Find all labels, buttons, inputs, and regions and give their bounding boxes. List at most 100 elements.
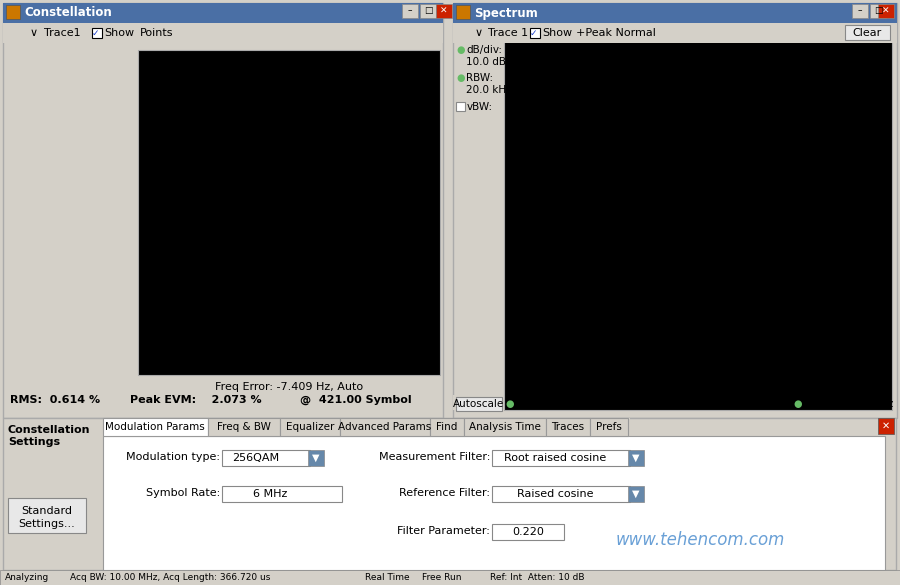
Point xyxy=(175,240,189,250)
Point xyxy=(189,235,203,245)
Point xyxy=(240,326,255,336)
Point xyxy=(405,196,419,205)
Point xyxy=(257,235,272,245)
Text: Filter Parameter:: Filter Parameter: xyxy=(397,526,490,536)
Point xyxy=(392,130,406,139)
Point xyxy=(222,249,237,258)
Point xyxy=(291,201,305,211)
Point xyxy=(205,307,220,316)
Point xyxy=(211,129,225,138)
Point xyxy=(354,307,368,316)
Text: Measurement Filter:: Measurement Filter: xyxy=(379,452,490,462)
Point xyxy=(223,216,238,226)
Point xyxy=(356,126,371,136)
Bar xyxy=(222,486,342,502)
Text: ✕: ✕ xyxy=(882,6,890,15)
Point xyxy=(194,289,208,298)
Point xyxy=(240,235,255,244)
Point xyxy=(376,128,391,137)
Point xyxy=(305,164,320,173)
Point xyxy=(173,88,187,98)
Point xyxy=(340,72,355,81)
Point xyxy=(361,236,375,246)
Point xyxy=(202,323,217,332)
Point xyxy=(278,323,293,332)
Bar xyxy=(103,418,630,436)
Point xyxy=(358,273,373,282)
Point xyxy=(357,106,372,115)
Text: Traces: Traces xyxy=(552,422,585,432)
Text: –: – xyxy=(408,6,412,15)
Point xyxy=(257,144,272,153)
Point xyxy=(409,219,423,229)
Point xyxy=(205,111,220,120)
Point xyxy=(172,290,186,299)
Point xyxy=(391,108,405,117)
Bar xyxy=(453,23,897,43)
Point xyxy=(238,77,252,87)
Point xyxy=(354,183,368,192)
Point xyxy=(322,166,337,176)
Point xyxy=(190,343,204,353)
Text: ∨: ∨ xyxy=(30,28,38,38)
Point xyxy=(360,324,374,333)
Point xyxy=(288,166,302,175)
Point xyxy=(158,252,172,261)
Point xyxy=(172,179,186,188)
Point xyxy=(221,240,236,250)
Point xyxy=(304,71,319,81)
Point xyxy=(378,111,392,121)
Bar xyxy=(590,418,628,436)
Point xyxy=(325,303,339,312)
Point xyxy=(256,331,270,340)
Point xyxy=(227,326,241,336)
Point xyxy=(222,270,237,279)
Bar xyxy=(492,450,630,466)
Point xyxy=(204,274,219,283)
Text: ●: ● xyxy=(505,399,514,409)
Bar xyxy=(453,3,897,418)
Point xyxy=(256,291,271,300)
Point xyxy=(205,235,220,244)
Text: ●: ● xyxy=(456,45,464,55)
Text: Acq BW: 10.00 MHz, Acq Length: 366.720 us: Acq BW: 10.00 MHz, Acq Length: 366.720 u… xyxy=(70,573,270,581)
Point xyxy=(276,146,291,155)
Point xyxy=(221,340,236,350)
Point xyxy=(155,106,169,116)
Point xyxy=(186,215,201,225)
Point xyxy=(307,307,321,316)
Point xyxy=(272,108,286,118)
Point xyxy=(206,72,220,81)
Point xyxy=(205,199,220,209)
Point xyxy=(307,90,321,99)
Text: Ref: Int  Atten: 10 dB: Ref: Int Atten: 10 dB xyxy=(490,573,584,581)
Point xyxy=(240,199,255,208)
Point xyxy=(341,215,356,225)
Point xyxy=(173,327,187,336)
Point xyxy=(370,308,384,317)
Bar xyxy=(492,486,630,502)
Text: Modulation type:: Modulation type: xyxy=(126,452,220,462)
Point xyxy=(325,217,339,226)
Bar xyxy=(530,28,540,38)
Point xyxy=(207,285,221,295)
Point xyxy=(375,72,390,81)
Bar xyxy=(878,418,894,434)
Point xyxy=(204,180,219,189)
Point xyxy=(189,184,203,194)
Point xyxy=(260,275,274,284)
Point xyxy=(336,326,350,335)
Bar xyxy=(402,4,418,18)
Bar xyxy=(504,40,892,410)
Point xyxy=(377,146,392,155)
Point xyxy=(188,199,202,208)
Point xyxy=(357,69,372,78)
Point xyxy=(403,274,418,284)
Point xyxy=(356,143,371,153)
Text: Show: Show xyxy=(104,28,134,38)
Text: Constellation: Constellation xyxy=(24,6,112,19)
Bar xyxy=(103,418,208,436)
Point xyxy=(158,145,173,154)
Text: Clear: Clear xyxy=(852,27,882,37)
Bar xyxy=(308,450,324,466)
